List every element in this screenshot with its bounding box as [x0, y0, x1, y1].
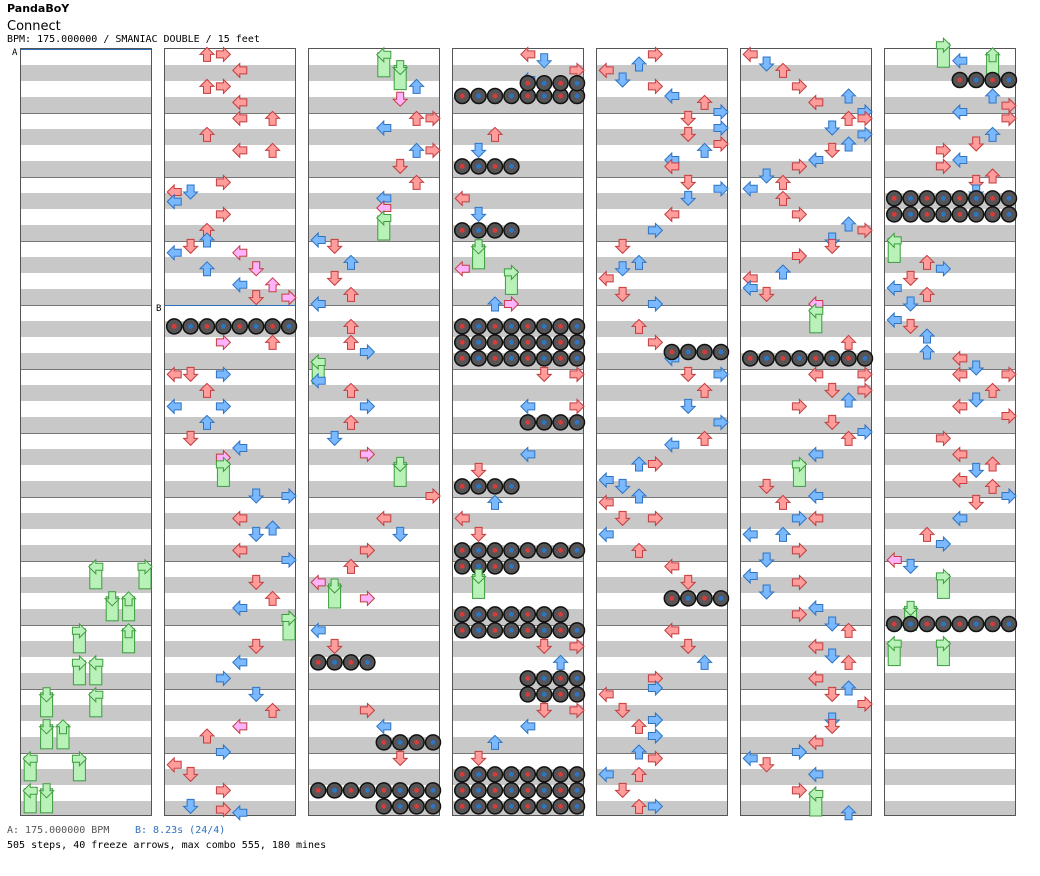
measure-line: [597, 241, 727, 242]
measure-line: [885, 305, 1015, 306]
measure-line: [885, 625, 1015, 626]
measure-line: [597, 305, 727, 306]
measure-line: [453, 113, 583, 114]
measure-line: [453, 561, 583, 562]
measure-line: [741, 561, 871, 562]
measure-line: [309, 177, 439, 178]
measure-line: [597, 497, 727, 498]
measure-line: [165, 561, 295, 562]
measure-line: [165, 689, 295, 690]
measure-line: [21, 113, 151, 114]
measure-line: [597, 113, 727, 114]
measure-line: [309, 113, 439, 114]
measure-line: [741, 753, 871, 754]
chart-column-3: [308, 48, 440, 816]
chart-column-4: [452, 48, 584, 816]
measure-line: [165, 625, 295, 626]
measure-line: [597, 561, 727, 562]
measure-line: [885, 433, 1015, 434]
measure-line: [165, 753, 295, 754]
measure-line: [309, 689, 439, 690]
measure-line: [741, 241, 871, 242]
measure-line: [165, 369, 295, 370]
chart-stats: 505 steps, 40 freeze arrows, max combo 5…: [7, 840, 327, 851]
measure-line: [885, 241, 1015, 242]
measure-line: [165, 433, 295, 434]
measure-line: [309, 305, 439, 306]
measure-line: [885, 753, 1015, 754]
measure-line: [309, 369, 439, 370]
measure-line: [453, 625, 583, 626]
measure-line: [165, 241, 295, 242]
measure-line: [309, 497, 439, 498]
author-name: PandaBoY: [7, 2, 70, 15]
measure-line: [165, 497, 295, 498]
measure-line: [21, 561, 151, 562]
bpm-change-line: [165, 305, 295, 306]
measure-line: [741, 113, 871, 114]
measure-line: [741, 689, 871, 690]
measure-line: [453, 497, 583, 498]
measure-line: [597, 369, 727, 370]
measure-line: [21, 369, 151, 370]
measure-line: [21, 177, 151, 178]
measure-line: [885, 113, 1015, 114]
chart-column-1: [20, 48, 152, 816]
measure-line: [309, 433, 439, 434]
measure-line: [165, 113, 295, 114]
measure-line: [309, 753, 439, 754]
measure-line: [741, 305, 871, 306]
measure-line: [453, 433, 583, 434]
measure-line: [597, 433, 727, 434]
measure-line: [885, 689, 1015, 690]
measure-line: [885, 369, 1015, 370]
section-marker-a: A: [12, 48, 18, 58]
chart-column-6: [740, 48, 872, 816]
measure-line: [453, 689, 583, 690]
measure-line: [21, 497, 151, 498]
chart-column-7: [884, 48, 1016, 816]
measure-line: [453, 753, 583, 754]
measure-line: [21, 305, 151, 306]
measure-line: [741, 625, 871, 626]
measure-line: [309, 561, 439, 562]
measure-line: [741, 369, 871, 370]
measure-line: [597, 689, 727, 690]
measure-line: [453, 305, 583, 306]
chart-column-2: [164, 48, 296, 816]
measure-line: [21, 689, 151, 690]
measure-line: [309, 625, 439, 626]
measure-line: [597, 177, 727, 178]
measure-line: [885, 177, 1015, 178]
measure-line: [885, 497, 1015, 498]
measure-line: [21, 433, 151, 434]
measure-line: [597, 625, 727, 626]
measure-line: [21, 625, 151, 626]
chart-column-5: [596, 48, 728, 816]
measure-line: [309, 241, 439, 242]
measure-line: [21, 753, 151, 754]
bpm-a-info: A: 175.000000 BPM: [7, 825, 110, 836]
song-title: Connect: [7, 19, 61, 34]
measure-line: [741, 177, 871, 178]
measure-line: [165, 177, 295, 178]
measure-line: [741, 433, 871, 434]
measure-line: [453, 369, 583, 370]
bpm-change-line: [21, 49, 151, 50]
bpm-b-info: B: 8.23s (24/4): [135, 825, 226, 836]
measure-line: [453, 177, 583, 178]
measure-line: [21, 241, 151, 242]
measure-line: [453, 241, 583, 242]
section-marker-b: B: [156, 304, 162, 314]
measure-line: [597, 753, 727, 754]
measure-line: [741, 497, 871, 498]
measure-line: [885, 561, 1015, 562]
chart-meta: BPM: 175.000000 / SMANIAC DOUBLE / 15 fe…: [7, 34, 260, 45]
